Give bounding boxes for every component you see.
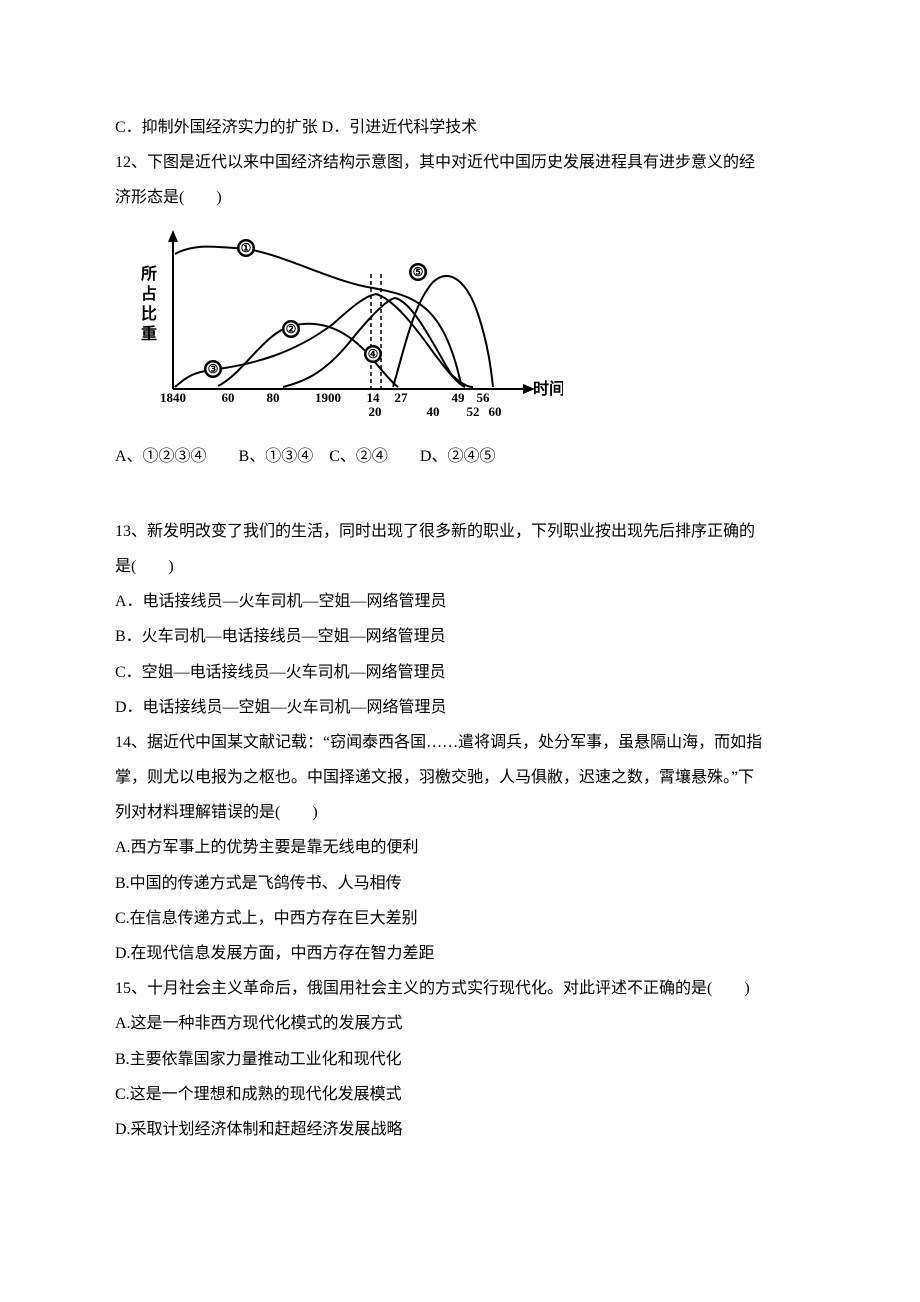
- q15-option-c: C.这是一个理想和成熟的现代化发展模式: [115, 1077, 805, 1112]
- q13-option-b: B．火车司机—电话接线员—空姐—网络管理员: [115, 619, 805, 654]
- svg-text:20: 20: [369, 404, 382, 419]
- svg-text:52: 52: [467, 404, 480, 419]
- q15-option-b: B.主要依靠国家力量推动工业化和现代化: [115, 1042, 805, 1077]
- svg-text:49: 49: [452, 390, 466, 405]
- svg-text:时间: 时间: [533, 379, 563, 398]
- svg-text:占: 占: [141, 284, 157, 303]
- svg-text:80: 80: [267, 390, 280, 405]
- svg-text:14: 14: [367, 390, 381, 405]
- q12-options: A、①②③④ B、①③④ C、②④ D、②④⑤: [115, 439, 805, 474]
- q13-option-c: C．空姐—电话接线员—火车司机—网络管理员: [115, 655, 805, 690]
- svg-text:比: 比: [141, 305, 157, 323]
- q14-stem-l3: 列对材料理解错误的是( ): [115, 795, 805, 830]
- q14-option-d: D.在现代信息发展方面，中西方存在智力差距: [115, 936, 805, 971]
- q14-option-a: A.西方军事上的优势主要是靠无线电的便利: [115, 830, 805, 865]
- q12-stem-l1: 12、下图是近代以来中国经济结构示意图，其中对近代中国历史发展进程具有进步意义的…: [115, 145, 805, 180]
- svg-text:1840: 1840: [160, 390, 186, 405]
- svg-text:60: 60: [489, 404, 502, 419]
- svg-text:⑤: ⑤: [413, 265, 424, 279]
- q13-option-d: D．电话接线员—空姐—火车司机—网络管理员: [115, 690, 805, 725]
- q15-stem: 15、十月社会主义革命后，俄国用社会主义的方式实行现代化。对此评述不正确的是( …: [115, 971, 805, 1006]
- svg-text:②: ②: [286, 322, 297, 336]
- q14-stem-l2: 掌，则尤以电报为之枢也。中国择递文报，羽檄交驰，人马俱敝，迟速之数，霄壤悬殊。”…: [115, 760, 805, 795]
- q11-options-cd: C．抑制外国经济实力的扩张 D．引进近代科学技术: [115, 110, 805, 145]
- svg-text:27: 27: [395, 390, 409, 405]
- svg-text:④: ④: [368, 347, 379, 361]
- svg-text:60: 60: [222, 390, 235, 405]
- q13-option-a: A．电话接线员—火车司机—空姐—网络管理员: [115, 584, 805, 619]
- q14-option-c: C.在信息传递方式上，中西方存在巨大差别: [115, 901, 805, 936]
- q15-option-a: A.这是一种非西方现代化模式的发展方式: [115, 1006, 805, 1041]
- q13-stem-l1: 13、新发明改变了我们的生活，同时出现了很多新的职业，下列职业按出现先后排序正确…: [115, 514, 805, 549]
- q13-stem-l2: 是( ): [115, 549, 805, 584]
- q14-option-b: B.中国的传递方式是飞鸽传书、人马相传: [115, 866, 805, 901]
- svg-text:①: ①: [241, 241, 252, 255]
- q15-option-d: D.采取计划经济体制和赶超经济发展战略: [115, 1112, 805, 1147]
- svg-text:所: 所: [141, 265, 157, 283]
- svg-text:③: ③: [208, 362, 219, 376]
- q14-stem-l1: 14、据近代中国某文献记载：“窃闻泰西各国……遣将调兵，处分军事，虽悬隔山海，而…: [115, 725, 805, 760]
- svg-text:56: 56: [477, 390, 491, 405]
- q12-stem-l2: 济形态是( ): [115, 180, 805, 215]
- svg-text:重: 重: [141, 324, 157, 343]
- svg-text:40: 40: [427, 404, 440, 419]
- svg-text:1900: 1900: [315, 390, 341, 405]
- economic-structure-chart: 所占比重时间1840608019001420274049525660①②③④⑤: [133, 224, 563, 419]
